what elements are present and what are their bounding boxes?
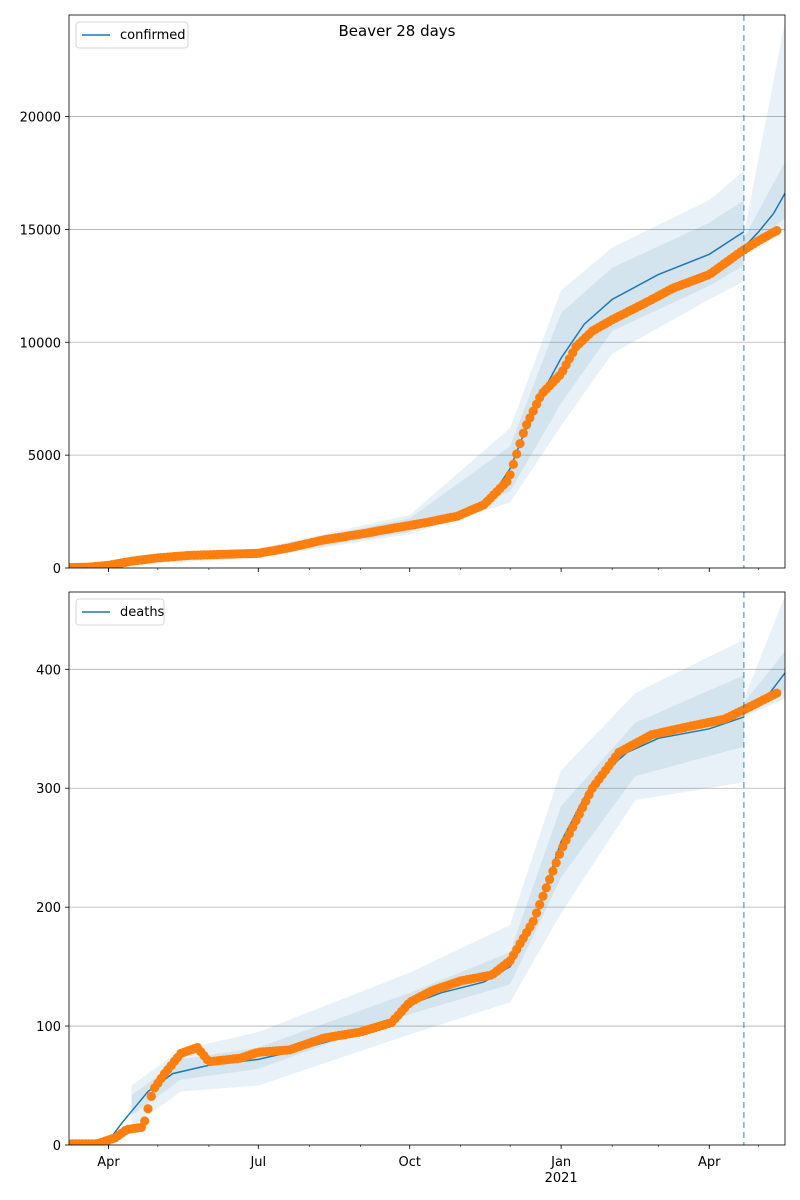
y-tick-label: 300 (36, 782, 61, 797)
deaths-panel: 0 100 200 300 400 Apr Jul Oct Jan Apr 2021 deaths (36, 591, 786, 1186)
observed-point (502, 477, 512, 487)
observed-point (538, 891, 548, 901)
observed-point (518, 428, 528, 438)
y-tick-label: 5000 (28, 449, 61, 464)
y-tick-label: 400 (36, 663, 61, 678)
forecast-line (743, 192, 785, 249)
observed-point (535, 900, 545, 910)
observed-point (554, 849, 565, 859)
observed-point (525, 413, 535, 423)
y-tick-label: 10000 (20, 336, 61, 351)
legend: confirmed (75, 21, 189, 49)
observed-point (551, 858, 561, 868)
x-year-label: 2021 (545, 1171, 578, 1186)
uncertainty-band (131, 200, 744, 564)
legend-label: deaths (120, 605, 165, 620)
observed-point (772, 226, 782, 236)
observed-point (508, 459, 518, 469)
observed-point (528, 916, 538, 927)
observed-point (522, 420, 532, 430)
uncertainty-band (743, 161, 785, 252)
x-tick-label: Apr (698, 1155, 721, 1170)
observed-point (143, 1104, 153, 1114)
observed-point (531, 908, 542, 918)
plot-frame (68, 14, 786, 569)
observed-point (548, 866, 558, 876)
x-tick-label: Jul (249, 1155, 266, 1170)
observed-point (515, 439, 525, 449)
observed-point (505, 470, 515, 480)
x-tick-label: Jan (550, 1155, 571, 1170)
y-tick-label: 0 (53, 1139, 61, 1154)
uncertainty-band (743, 651, 785, 715)
legend-label: confirmed (120, 28, 186, 43)
observed-point (512, 449, 522, 459)
x-tick-label: Apr (97, 1155, 120, 1170)
chart-title: Beaver 28 days (338, 22, 455, 40)
uncertainty-band (743, 21, 785, 255)
observed-point (545, 874, 555, 885)
plot-frame (68, 591, 786, 1146)
x-tick-label: Oct (398, 1155, 420, 1170)
plot-area (69, 595, 785, 1145)
uncertainty-band (131, 170, 744, 565)
confirmed-panel: 0 5000 10000 15000 20000 confirmed (20, 14, 786, 577)
observed-point (146, 1091, 156, 1101)
legend-box (75, 598, 165, 626)
observed-point (541, 883, 551, 893)
observed-point (140, 1116, 150, 1126)
y-tick-label: 100 (36, 1020, 61, 1035)
y-tick-label: 200 (36, 901, 61, 916)
y-tick-label: 20000 (20, 111, 61, 126)
plot-area (69, 21, 785, 568)
uncertainty-band (131, 639, 744, 1128)
legend: deaths (75, 598, 165, 626)
y-tick-label: 15000 (20, 223, 61, 238)
observed-point (772, 688, 782, 698)
y-tick-label: 0 (53, 562, 61, 577)
legend-box (75, 21, 189, 49)
